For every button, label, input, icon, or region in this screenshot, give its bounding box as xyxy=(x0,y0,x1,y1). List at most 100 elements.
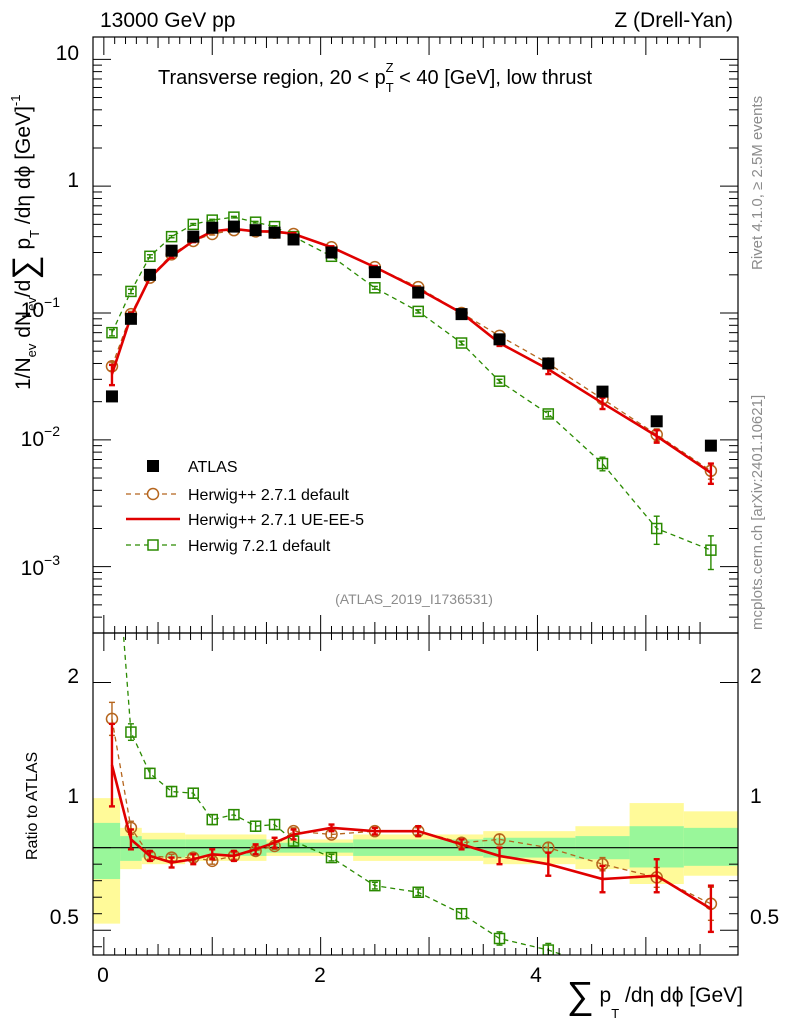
marker-herwig72 xyxy=(542,408,555,420)
rivet-version-label: Rivet 4.1.0, ≥ 2.5M events xyxy=(749,96,766,270)
marker-herwig72 xyxy=(493,375,506,387)
ratio-series-herwig_ueee5 xyxy=(108,722,714,934)
y-tick-label-0.1: 10−1 xyxy=(21,294,61,322)
x-axis-label: ∑ pT /dη dϕ [GeV] xyxy=(567,975,743,1021)
atlas-point xyxy=(412,286,425,299)
band-green xyxy=(93,822,121,880)
ratio-marker-herwig72 xyxy=(125,726,137,738)
legend-label-herwig72: Herwig 7.2.1 default xyxy=(188,538,331,555)
ratio-frame xyxy=(92,632,739,956)
ratio-marker-herwig72 xyxy=(206,813,218,826)
line-herwig_default xyxy=(111,229,712,472)
series-herwig_default xyxy=(105,223,718,480)
ratio-y-tick-label-0.5: 0.5 xyxy=(50,906,79,929)
y-tick-label-0.001: 10−3 xyxy=(21,552,61,580)
y-tick-label-0.01: 10−2 xyxy=(21,423,61,451)
ratio-y-axis-label: Ratio to ATLAS xyxy=(24,752,41,860)
ratio-y-tick-labels-right: 2 1 0.5 xyxy=(750,665,779,929)
main-plot-area xyxy=(105,211,718,571)
ratio-plot-area xyxy=(93,633,738,955)
marker-herwig72 xyxy=(412,305,424,318)
atlas-point xyxy=(325,246,338,259)
mcplots-label: mcplots.cern.ch [arXiv:2401.10621] xyxy=(749,395,766,630)
ratio-marker-herwig72 xyxy=(369,879,381,892)
legend-label-herwig_ueee5: Herwig++ 2.7.1 UE-EE-5 xyxy=(188,512,364,529)
x-tick-label-0: 0 xyxy=(97,964,109,987)
atlas-point xyxy=(165,244,178,257)
x-tick-label-4: 4 xyxy=(530,964,542,987)
atlas-point xyxy=(268,226,281,239)
marker-herwig72 xyxy=(106,326,118,339)
ratio-marker-herwig72 xyxy=(165,785,178,798)
legend-item-herwig72: Herwig 7.2.1 default xyxy=(126,538,331,555)
legend-marker-herwig_default xyxy=(146,487,160,501)
atlas-point xyxy=(596,385,609,398)
x-tick-labels: 0 2 4 xyxy=(97,964,542,987)
ratio-marker-herwig72 xyxy=(187,787,200,799)
marker-herwig72 xyxy=(187,218,200,231)
ratio-y-tick-label-right-1: 1 xyxy=(750,785,762,808)
legend-item-herwig_ueee5: Herwig++ 2.7.1 UE-EE-5 xyxy=(126,512,364,529)
ratio-y-tick-labels-left: 2 1 0.5 xyxy=(50,665,79,929)
analysis-watermark: (ATLAS_2019_I1736531) xyxy=(335,591,493,607)
legend-marker-herwig72 xyxy=(147,539,159,551)
y-tick-label-1: 1 xyxy=(67,169,79,192)
marker-herwig72 xyxy=(144,250,156,263)
atlas-point xyxy=(105,390,118,403)
ratio-marker-herwig72 xyxy=(144,767,156,780)
main-y-axis-label: 1/Nev dNev/d∑ pT /dη dϕ [GeV]-1 xyxy=(6,95,44,390)
ratio-axis-ticks xyxy=(93,633,738,955)
ratio-y-tick-label-1: 1 xyxy=(67,785,79,808)
series-herwig_ueee5 xyxy=(108,226,714,486)
legend-label-atlas: ATLAS xyxy=(188,459,238,476)
atlas-point xyxy=(493,333,506,346)
ratio-marker-herwig_default xyxy=(493,833,506,846)
atlas-point xyxy=(287,233,300,246)
ratio-series-herwig_default xyxy=(105,701,718,922)
legend: ATLAS Herwig++ 2.7.1 default Herwig++ 2.7.… xyxy=(126,459,364,555)
legend-marker-atlas xyxy=(147,460,159,472)
series-atlas xyxy=(105,220,717,452)
ratio-y-tick-label-right-2: 2 xyxy=(750,665,762,688)
atlas-point xyxy=(368,266,381,279)
marker-herwig72 xyxy=(455,337,468,349)
ratio-y-tick-label-2: 2 xyxy=(67,665,79,688)
ratio-marker-herwig72 xyxy=(493,932,506,945)
header-left: 13000 GeV pp xyxy=(100,9,235,32)
ratio-marker-herwig72 xyxy=(228,808,240,821)
ratio-marker-herwig72 xyxy=(249,820,262,832)
atlas-point xyxy=(650,415,663,428)
ratio-line-herwig72 xyxy=(122,633,566,955)
legend-label-herwig_default: Herwig++ 2.7.1 default xyxy=(188,487,350,504)
header-right: Z (Drell-Yan) xyxy=(614,9,733,32)
main-panel: Transverse region, 20 < pTZ < 40 [GeV], … xyxy=(6,36,739,634)
atlas-point xyxy=(143,268,156,281)
y-tick-label-10: 10 xyxy=(56,42,79,65)
legend-item-herwig_default: Herwig++ 2.7.1 default xyxy=(126,487,350,504)
atlas-point xyxy=(704,439,717,452)
ratio-marker-herwig72 xyxy=(412,886,424,899)
marker-herwig72 xyxy=(705,544,717,556)
ratio-marker-herwig72 xyxy=(542,944,555,955)
ratio-marker-herwig72 xyxy=(455,907,468,920)
legend-item-atlas: ATLAS xyxy=(147,459,238,476)
ratio-y-tick-label-right-0.5: 0.5 xyxy=(750,906,779,929)
marker-herwig72 xyxy=(596,457,609,470)
marker-herwig72 xyxy=(650,522,663,535)
ratio-marker-herwig72 xyxy=(325,851,338,864)
main-axis-ticks xyxy=(93,37,738,634)
atlas-point xyxy=(227,220,240,233)
atlas-point xyxy=(206,221,219,234)
atlas-point xyxy=(542,357,555,370)
main-title: Transverse region, 20 < pTZ < 40 [GeV], … xyxy=(158,60,592,95)
atlas-point xyxy=(249,224,262,237)
main-y-tick-labels: 10 1 10−1 10−2 10−3 xyxy=(21,42,79,580)
atlas-point xyxy=(124,312,137,325)
ratio-panel: 2 1 0.5 2 1 0.5 Ratio to ATLAS 0 2 4 ∑ p… xyxy=(24,632,779,1021)
marker-herwig72 xyxy=(125,285,137,298)
atlas-point xyxy=(187,230,200,243)
marker-herwig72 xyxy=(165,230,178,243)
band-green xyxy=(683,827,738,866)
line-herwig_ueee5 xyxy=(110,227,712,474)
